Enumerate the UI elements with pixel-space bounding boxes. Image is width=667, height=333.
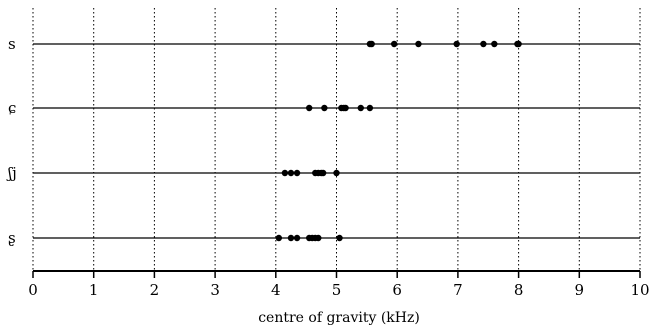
point-4-1 bbox=[275, 234, 283, 242]
point-2-7 bbox=[366, 104, 374, 112]
x-tick-label-10: 10 bbox=[630, 281, 649, 299]
point-2-1 bbox=[305, 104, 313, 112]
x-axis-title: centre of gravity (kHz) bbox=[258, 310, 420, 326]
point-2-5 bbox=[342, 104, 349, 112]
data-points bbox=[275, 40, 522, 242]
category-label-1: s bbox=[8, 35, 16, 53]
point-3-3 bbox=[293, 169, 301, 177]
x-tick-label-1: 1 bbox=[89, 281, 99, 299]
point-1-7 bbox=[491, 40, 498, 48]
x-tick-label-9: 9 bbox=[575, 281, 585, 299]
point-3-8 bbox=[333, 169, 340, 177]
x-tick-label-7: 7 bbox=[453, 281, 463, 299]
x-tick-label-2: 2 bbox=[150, 281, 160, 299]
point-2-2 bbox=[321, 104, 328, 112]
point-3-1 bbox=[281, 169, 289, 177]
point-4-3 bbox=[293, 234, 301, 242]
point-4-7 bbox=[315, 234, 322, 242]
x-tick-label-8: 8 bbox=[514, 281, 524, 299]
category-label-2: ɕ bbox=[8, 99, 16, 117]
x-tick-label-6: 6 bbox=[392, 281, 402, 299]
point-1-9 bbox=[515, 40, 522, 48]
point-4-8 bbox=[336, 234, 343, 242]
point-1-5 bbox=[453, 40, 460, 48]
point-1-6 bbox=[480, 40, 487, 48]
point-1-2 bbox=[368, 40, 375, 48]
x-axis: 0 1 2 3 4 5 6 7 8 9 10 bbox=[28, 270, 650, 299]
point-3-2 bbox=[287, 169, 295, 177]
point-1-3 bbox=[390, 40, 398, 48]
category-label-3: ʃj bbox=[6, 164, 17, 182]
gridlines bbox=[32, 8, 641, 271]
x-tick-label-5: 5 bbox=[332, 281, 342, 299]
point-3-7 bbox=[319, 169, 327, 177]
category-labels: s ɕ ʃj ʂ bbox=[6, 35, 17, 247]
x-tick-label-3: 3 bbox=[210, 281, 220, 299]
point-4-2 bbox=[287, 234, 295, 242]
point-1-4 bbox=[415, 40, 422, 48]
point-2-6 bbox=[357, 104, 364, 112]
x-tick-label-4: 4 bbox=[271, 281, 281, 299]
category-label-4: ʂ bbox=[8, 229, 16, 247]
x-tick-label-0: 0 bbox=[28, 281, 38, 299]
